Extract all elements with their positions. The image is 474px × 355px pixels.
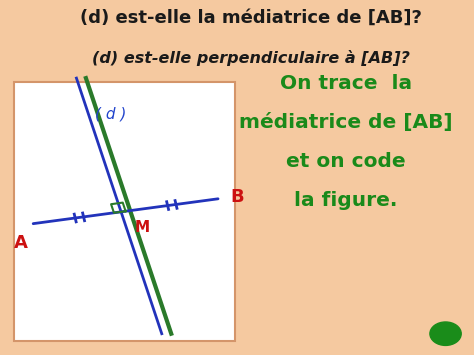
- Text: M: M: [134, 220, 149, 235]
- Text: et on code: et on code: [286, 152, 406, 171]
- Text: médiatrice de [AB]: médiatrice de [AB]: [239, 113, 453, 132]
- Text: (d) est-elle perpendiculaire à [AB]?: (d) est-elle perpendiculaire à [AB]?: [92, 50, 410, 66]
- Circle shape: [430, 322, 461, 345]
- Text: A: A: [14, 234, 28, 252]
- Text: B: B: [230, 188, 244, 206]
- Text: (d) est-elle la médiatrice de [AB]?: (d) est-elle la médiatrice de [AB]?: [80, 9, 422, 27]
- Text: ( d ): ( d ): [95, 106, 127, 121]
- Text: On trace  la: On trace la: [280, 74, 412, 93]
- Text: la figure.: la figure.: [294, 191, 398, 210]
- Bar: [14, 82, 235, 341]
